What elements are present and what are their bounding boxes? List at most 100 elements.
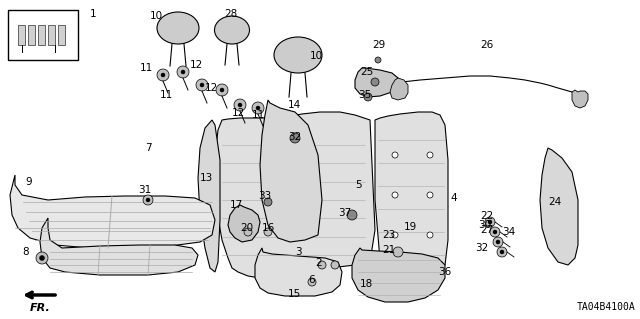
Polygon shape: [255, 248, 342, 296]
Polygon shape: [355, 68, 398, 97]
Circle shape: [161, 73, 165, 77]
Circle shape: [488, 220, 492, 224]
Circle shape: [331, 261, 339, 269]
Circle shape: [427, 192, 433, 198]
Polygon shape: [260, 100, 322, 242]
Text: 32: 32: [475, 243, 488, 253]
Circle shape: [364, 93, 372, 101]
Polygon shape: [40, 218, 198, 275]
Text: 11: 11: [252, 110, 265, 120]
Polygon shape: [215, 112, 375, 278]
Circle shape: [496, 240, 500, 244]
Ellipse shape: [274, 37, 322, 73]
Text: 24: 24: [548, 197, 561, 207]
Circle shape: [500, 250, 504, 254]
Circle shape: [393, 247, 403, 257]
Polygon shape: [58, 25, 65, 45]
Polygon shape: [38, 25, 45, 45]
Circle shape: [234, 99, 246, 111]
Text: 17: 17: [230, 200, 243, 210]
Text: 11: 11: [160, 90, 173, 100]
Text: TA04B4100A: TA04B4100A: [576, 302, 635, 312]
Text: 21: 21: [382, 245, 396, 255]
Text: 12: 12: [190, 60, 204, 70]
Text: 13: 13: [200, 173, 213, 183]
Text: 30: 30: [478, 220, 491, 230]
Text: 36: 36: [438, 267, 451, 277]
Circle shape: [490, 227, 500, 237]
Text: 1: 1: [90, 9, 97, 19]
Text: FR.: FR.: [29, 303, 51, 313]
Text: 35: 35: [358, 90, 371, 100]
Ellipse shape: [214, 16, 250, 44]
Text: 12: 12: [232, 108, 245, 118]
Text: 10: 10: [310, 51, 323, 61]
Text: 16: 16: [262, 223, 275, 233]
Circle shape: [143, 195, 153, 205]
Circle shape: [392, 192, 398, 198]
Circle shape: [157, 69, 169, 81]
Circle shape: [264, 228, 272, 236]
Polygon shape: [572, 90, 588, 108]
Circle shape: [493, 230, 497, 234]
Circle shape: [238, 103, 242, 107]
Ellipse shape: [157, 12, 199, 44]
Text: 2: 2: [315, 258, 322, 268]
Text: 7: 7: [145, 143, 152, 153]
Polygon shape: [18, 25, 25, 45]
Circle shape: [216, 84, 228, 96]
Text: 9: 9: [25, 177, 31, 187]
Text: 6: 6: [308, 275, 315, 285]
Circle shape: [308, 278, 316, 286]
Text: 14: 14: [288, 100, 301, 110]
Polygon shape: [28, 25, 35, 45]
Circle shape: [347, 210, 357, 220]
Text: 22: 22: [480, 211, 493, 221]
Circle shape: [200, 83, 204, 87]
Text: 25: 25: [360, 67, 373, 77]
Polygon shape: [390, 78, 408, 100]
Circle shape: [375, 57, 381, 63]
Text: 29: 29: [372, 40, 385, 50]
Circle shape: [146, 198, 150, 202]
Circle shape: [392, 152, 398, 158]
Circle shape: [36, 252, 48, 264]
Text: 20: 20: [240, 223, 253, 233]
Polygon shape: [352, 248, 445, 302]
Polygon shape: [228, 205, 260, 242]
Text: 34: 34: [502, 227, 515, 237]
Circle shape: [256, 106, 260, 110]
Text: 15: 15: [288, 289, 301, 299]
Text: 10: 10: [150, 11, 163, 21]
Text: 3: 3: [295, 247, 301, 257]
Circle shape: [485, 217, 495, 227]
Circle shape: [244, 228, 252, 236]
Text: 23: 23: [382, 230, 396, 240]
Text: 28: 28: [224, 9, 237, 19]
Text: 27: 27: [480, 225, 493, 235]
Circle shape: [318, 261, 326, 269]
Circle shape: [181, 70, 185, 74]
Polygon shape: [540, 148, 578, 265]
Text: 11: 11: [140, 63, 153, 73]
Text: 18: 18: [360, 279, 373, 289]
Circle shape: [392, 232, 398, 238]
Text: 33: 33: [258, 191, 271, 201]
Circle shape: [493, 237, 503, 247]
Polygon shape: [48, 25, 55, 45]
Circle shape: [264, 198, 272, 206]
Text: 19: 19: [404, 222, 417, 232]
Circle shape: [220, 88, 224, 92]
Text: 26: 26: [480, 40, 493, 50]
Polygon shape: [10, 175, 215, 248]
Circle shape: [497, 247, 507, 257]
Circle shape: [427, 232, 433, 238]
Circle shape: [252, 102, 264, 114]
Polygon shape: [198, 120, 220, 272]
Polygon shape: [375, 112, 448, 275]
Text: 4: 4: [450, 193, 456, 203]
Circle shape: [371, 78, 379, 86]
Text: 31: 31: [138, 185, 151, 195]
Text: 32: 32: [288, 132, 301, 142]
Text: 8: 8: [22, 247, 29, 257]
